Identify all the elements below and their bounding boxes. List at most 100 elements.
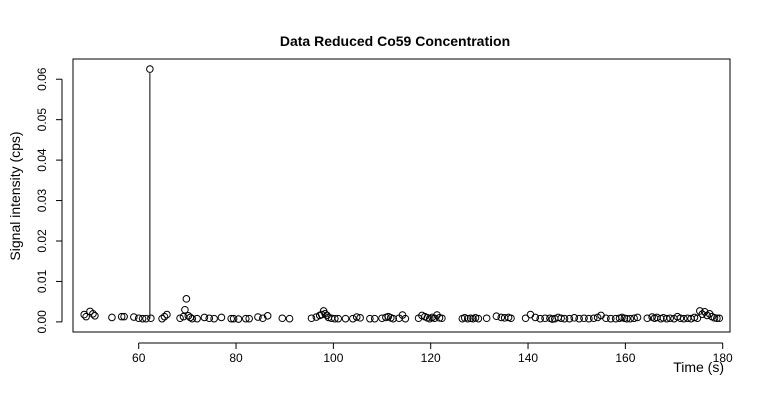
data-points [80,65,724,323]
data-point [370,314,379,323]
data-point [536,314,545,323]
data-point [142,314,150,323]
x-axis-label: Time (s) [673,359,724,375]
data-point [497,313,506,322]
data-point [146,65,154,73]
x-tick-label: 160 [615,351,635,365]
data-point [580,314,588,323]
x-tick-label: 100 [323,351,343,365]
data-point [643,314,652,323]
data-point [200,313,209,322]
data-point [91,312,99,320]
data-point [570,314,579,322]
data-point [623,314,631,323]
data-point [690,313,699,322]
data-point [521,314,530,323]
data-point [389,314,398,323]
data-point [334,314,343,323]
data-point [633,313,642,322]
data-point [241,314,250,323]
x-axis: 60 80 100 120 140 160 180 [132,342,733,365]
data-point [531,313,540,322]
data-point [254,313,262,321]
y-tick-label: 0.03 [35,189,49,213]
data-point [138,314,147,323]
y-tick-label: 0.01 [35,269,49,293]
data-point [460,314,469,322]
data-point [210,314,218,323]
x-tick-label: 180 [713,351,733,365]
data-point [463,314,472,323]
data-point [234,315,243,323]
x-tick-label: 140 [518,351,538,365]
data-point [317,310,326,319]
x-tick-label: 120 [421,351,441,365]
data-point [188,314,197,323]
data-point [356,314,364,322]
data-point [575,314,583,323]
data-point [698,310,707,319]
y-tick-label: 0.06 [35,67,49,91]
data-point [120,312,128,321]
data-point [662,314,671,323]
data-point [108,313,116,322]
data-point [134,314,143,323]
data-point [676,314,685,323]
x-tick-label: 60 [132,351,146,365]
data-point [160,312,169,321]
data-point [474,314,483,323]
data-point [89,310,97,318]
data-point [158,314,166,323]
plot-frame [72,58,731,333]
data-point [259,314,267,323]
data-point [285,314,294,323]
data-point [278,314,287,323]
data-point [401,314,410,323]
y-tick-label: 0.02 [35,229,49,253]
data-point [130,313,138,321]
data-point [366,314,374,323]
data-point [331,314,339,323]
data-point [352,313,361,321]
data-point [626,314,635,323]
data-point [666,314,674,323]
y-axis-label: Signal intensity (cps) [7,131,23,260]
data-point [307,314,316,323]
data-point [182,295,191,303]
data-point [263,312,272,320]
data-point [217,313,226,322]
data-point [181,305,189,314]
data-point [117,312,126,321]
data-point [471,314,480,322]
data-point [163,310,171,319]
data-point [589,314,598,323]
y-tick-label: 0.05 [35,108,49,132]
data-point [82,312,90,321]
y-tick-label: 0.04 [35,148,49,172]
data-point [602,314,610,323]
data-point [715,314,724,323]
data-point [606,314,615,323]
data-point [193,314,201,323]
data-point [630,314,638,323]
data-point [482,314,491,323]
data-point [560,314,569,323]
data-point [349,314,357,323]
data-point [679,314,688,323]
data-point [227,314,235,323]
data-point [492,312,501,321]
data-point [557,314,565,323]
data-point [541,314,549,323]
data-point [713,314,721,323]
data-point [147,314,155,323]
data-point [438,314,446,323]
data-point [526,310,535,319]
data-point [565,314,574,323]
x-tick-label: 80 [229,351,243,365]
data-point [80,310,88,319]
y-tick-label: 0.00 [35,310,49,334]
y-axis: 0.00 0.01 0.02 0.03 0.04 0.05 0.06 [35,67,63,334]
data-point [507,314,515,323]
